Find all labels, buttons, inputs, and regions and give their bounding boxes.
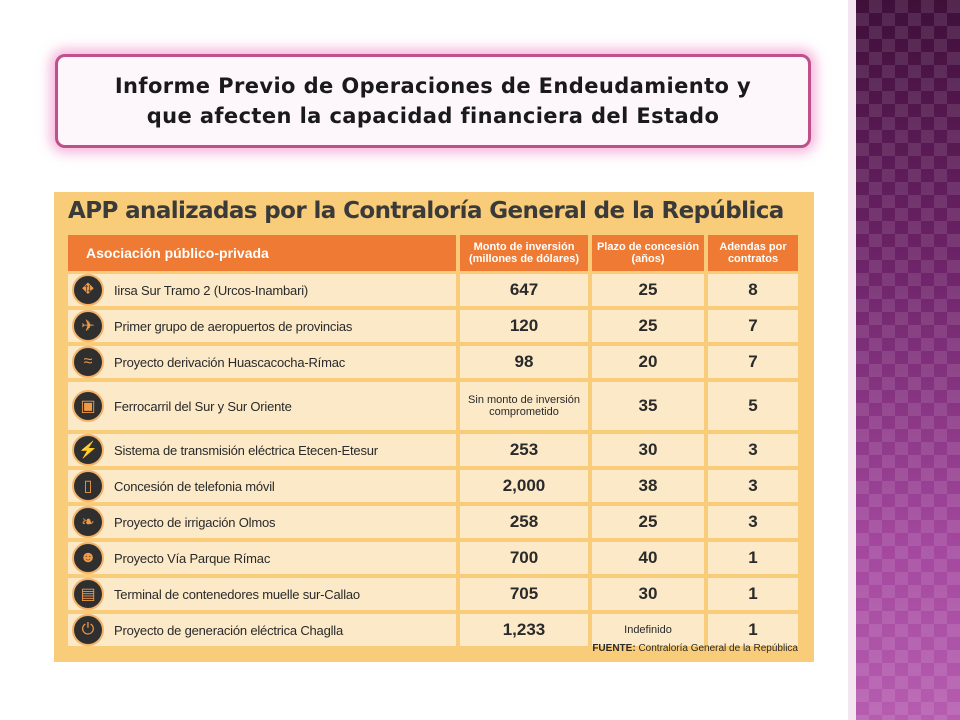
row-adendas: 3 xyxy=(708,506,798,538)
source-text: Contraloría General de la República xyxy=(638,643,798,654)
row-plazo: 38 xyxy=(592,470,704,502)
row-plazo: 30 xyxy=(592,578,704,610)
table-row: Proyecto Vía Parque Rímac ☻ 700 40 1 xyxy=(68,542,798,574)
row-plazo: 25 xyxy=(592,274,704,306)
row-monto: 705 xyxy=(460,578,588,610)
slide-title-box: Informe Previo de Operaciones de Endeuda… xyxy=(55,54,811,148)
table-row: Proyecto de generación eléctrica Chaglla… xyxy=(68,614,798,646)
row-name: Proyecto Vía Parque Rímac xyxy=(68,542,456,574)
row-monto: 258 xyxy=(460,506,588,538)
row-plazo: 25 xyxy=(592,310,704,342)
worker-icon: ☻ xyxy=(72,542,104,574)
power-icon: ⏻ xyxy=(72,614,104,646)
table-row: Iirsa Sur Tramo 2 (Urcos-Inambari) ⛖ 647 25… xyxy=(68,274,798,306)
row-adendas: 5 xyxy=(708,382,798,430)
row-adendas: 1 xyxy=(708,614,798,646)
source-note: FUENTE: Contraloría General de la Repúbl… xyxy=(592,643,798,654)
road-icon: ⛖ xyxy=(72,274,104,306)
container-icon: ▤ xyxy=(72,578,104,610)
row-name: Proyecto de irrigación Olmos xyxy=(68,506,456,538)
table-row: Proyecto de irrigación Olmos ❧ 258 25 3 xyxy=(68,506,798,538)
row-name: Concesión de telefonia móvil xyxy=(68,470,456,502)
airplane-icon: ✈ xyxy=(72,310,104,342)
row-monto: 120 xyxy=(460,310,588,342)
table-row: Proyecto derivación Huascacocha-Rímac ≈98… xyxy=(68,346,798,378)
row-name: Proyecto derivación Huascacocha-Rímac xyxy=(68,346,456,378)
slide-title-line2: que afecten la capacidad financiera del … xyxy=(146,104,720,128)
app-infographic: APP analizadas por la Contraloría Genera… xyxy=(54,192,814,662)
row-adendas: 1 xyxy=(708,578,798,610)
row-adendas: 8 xyxy=(708,274,798,306)
source-label: FUENTE: xyxy=(592,643,636,654)
row-plazo: 20 xyxy=(592,346,704,378)
table-row: Terminal de contenedores muelle sur-Call… xyxy=(68,578,798,610)
header-plazo: Plazo de concesión (años) xyxy=(592,235,704,271)
header-monto: Monto de inversión (millones de dólares) xyxy=(460,235,588,271)
leaf-icon: ❧ xyxy=(72,506,104,538)
slide-title-line1: Informe Previo de Operaciones de Endeuda… xyxy=(114,74,752,98)
train-icon: ▣ xyxy=(72,390,104,422)
row-adendas: 7 xyxy=(708,310,798,342)
table-row: Sistema de transmisión eléctrica Etecen-… xyxy=(68,434,798,466)
row-monto: Sin monto de inversión comprometido xyxy=(460,382,588,430)
phone-icon: ▯ xyxy=(72,470,104,502)
row-name: Sistema de transmisión eléctrica Etecen-… xyxy=(68,434,456,466)
row-adendas: 3 xyxy=(708,434,798,466)
row-plazo: 30 xyxy=(592,434,704,466)
row-adendas: 1 xyxy=(708,542,798,574)
tower-icon: ⚡ xyxy=(72,434,104,466)
decorative-side-band xyxy=(856,0,960,720)
table-row: Ferrocarril del Sur y Sur Oriente ▣ Sin mo… xyxy=(68,382,798,430)
row-plazo: 40 xyxy=(592,542,704,574)
side-band-edge xyxy=(848,0,856,720)
row-plazo: Indefinido xyxy=(592,614,704,646)
row-monto: 700 xyxy=(460,542,588,574)
row-name: Terminal de contenedores muelle sur-Call… xyxy=(68,578,456,610)
water-icon: ≈ xyxy=(72,346,104,378)
table-header: Asociación público-privada Monto de inve… xyxy=(68,235,798,271)
row-monto: 647 xyxy=(460,274,588,306)
infographic-title: APP analizadas por la Contraloría Genera… xyxy=(68,198,784,224)
row-name: Ferrocarril del Sur y Sur Oriente xyxy=(68,382,456,430)
row-name: Iirsa Sur Tramo 2 (Urcos-Inambari) xyxy=(68,274,456,306)
header-app: Asociación público-privada xyxy=(68,235,456,271)
row-adendas: 3 xyxy=(708,470,798,502)
slide-title: Informe Previo de Operaciones de Endeuda… xyxy=(115,71,751,131)
row-plazo: 35 xyxy=(592,382,704,430)
row-name: Proyecto de generación eléctrica Chaglla xyxy=(68,614,456,646)
row-monto: 2,000 xyxy=(460,470,588,502)
row-plazo: 25 xyxy=(592,506,704,538)
table-row: Concesión de telefonia móvil ▯ 2,000 38 3 xyxy=(68,470,798,502)
row-monto: 98 xyxy=(460,346,588,378)
row-monto: 253 xyxy=(460,434,588,466)
header-adendas: Adendas por contratos xyxy=(708,235,798,271)
table-row: Primer grupo de aeropuertos de provincia… xyxy=(68,310,798,342)
row-adendas: 7 xyxy=(708,346,798,378)
row-monto: 1,233 xyxy=(460,614,588,646)
row-name: Primer grupo de aeropuertos de provincia… xyxy=(68,310,456,342)
